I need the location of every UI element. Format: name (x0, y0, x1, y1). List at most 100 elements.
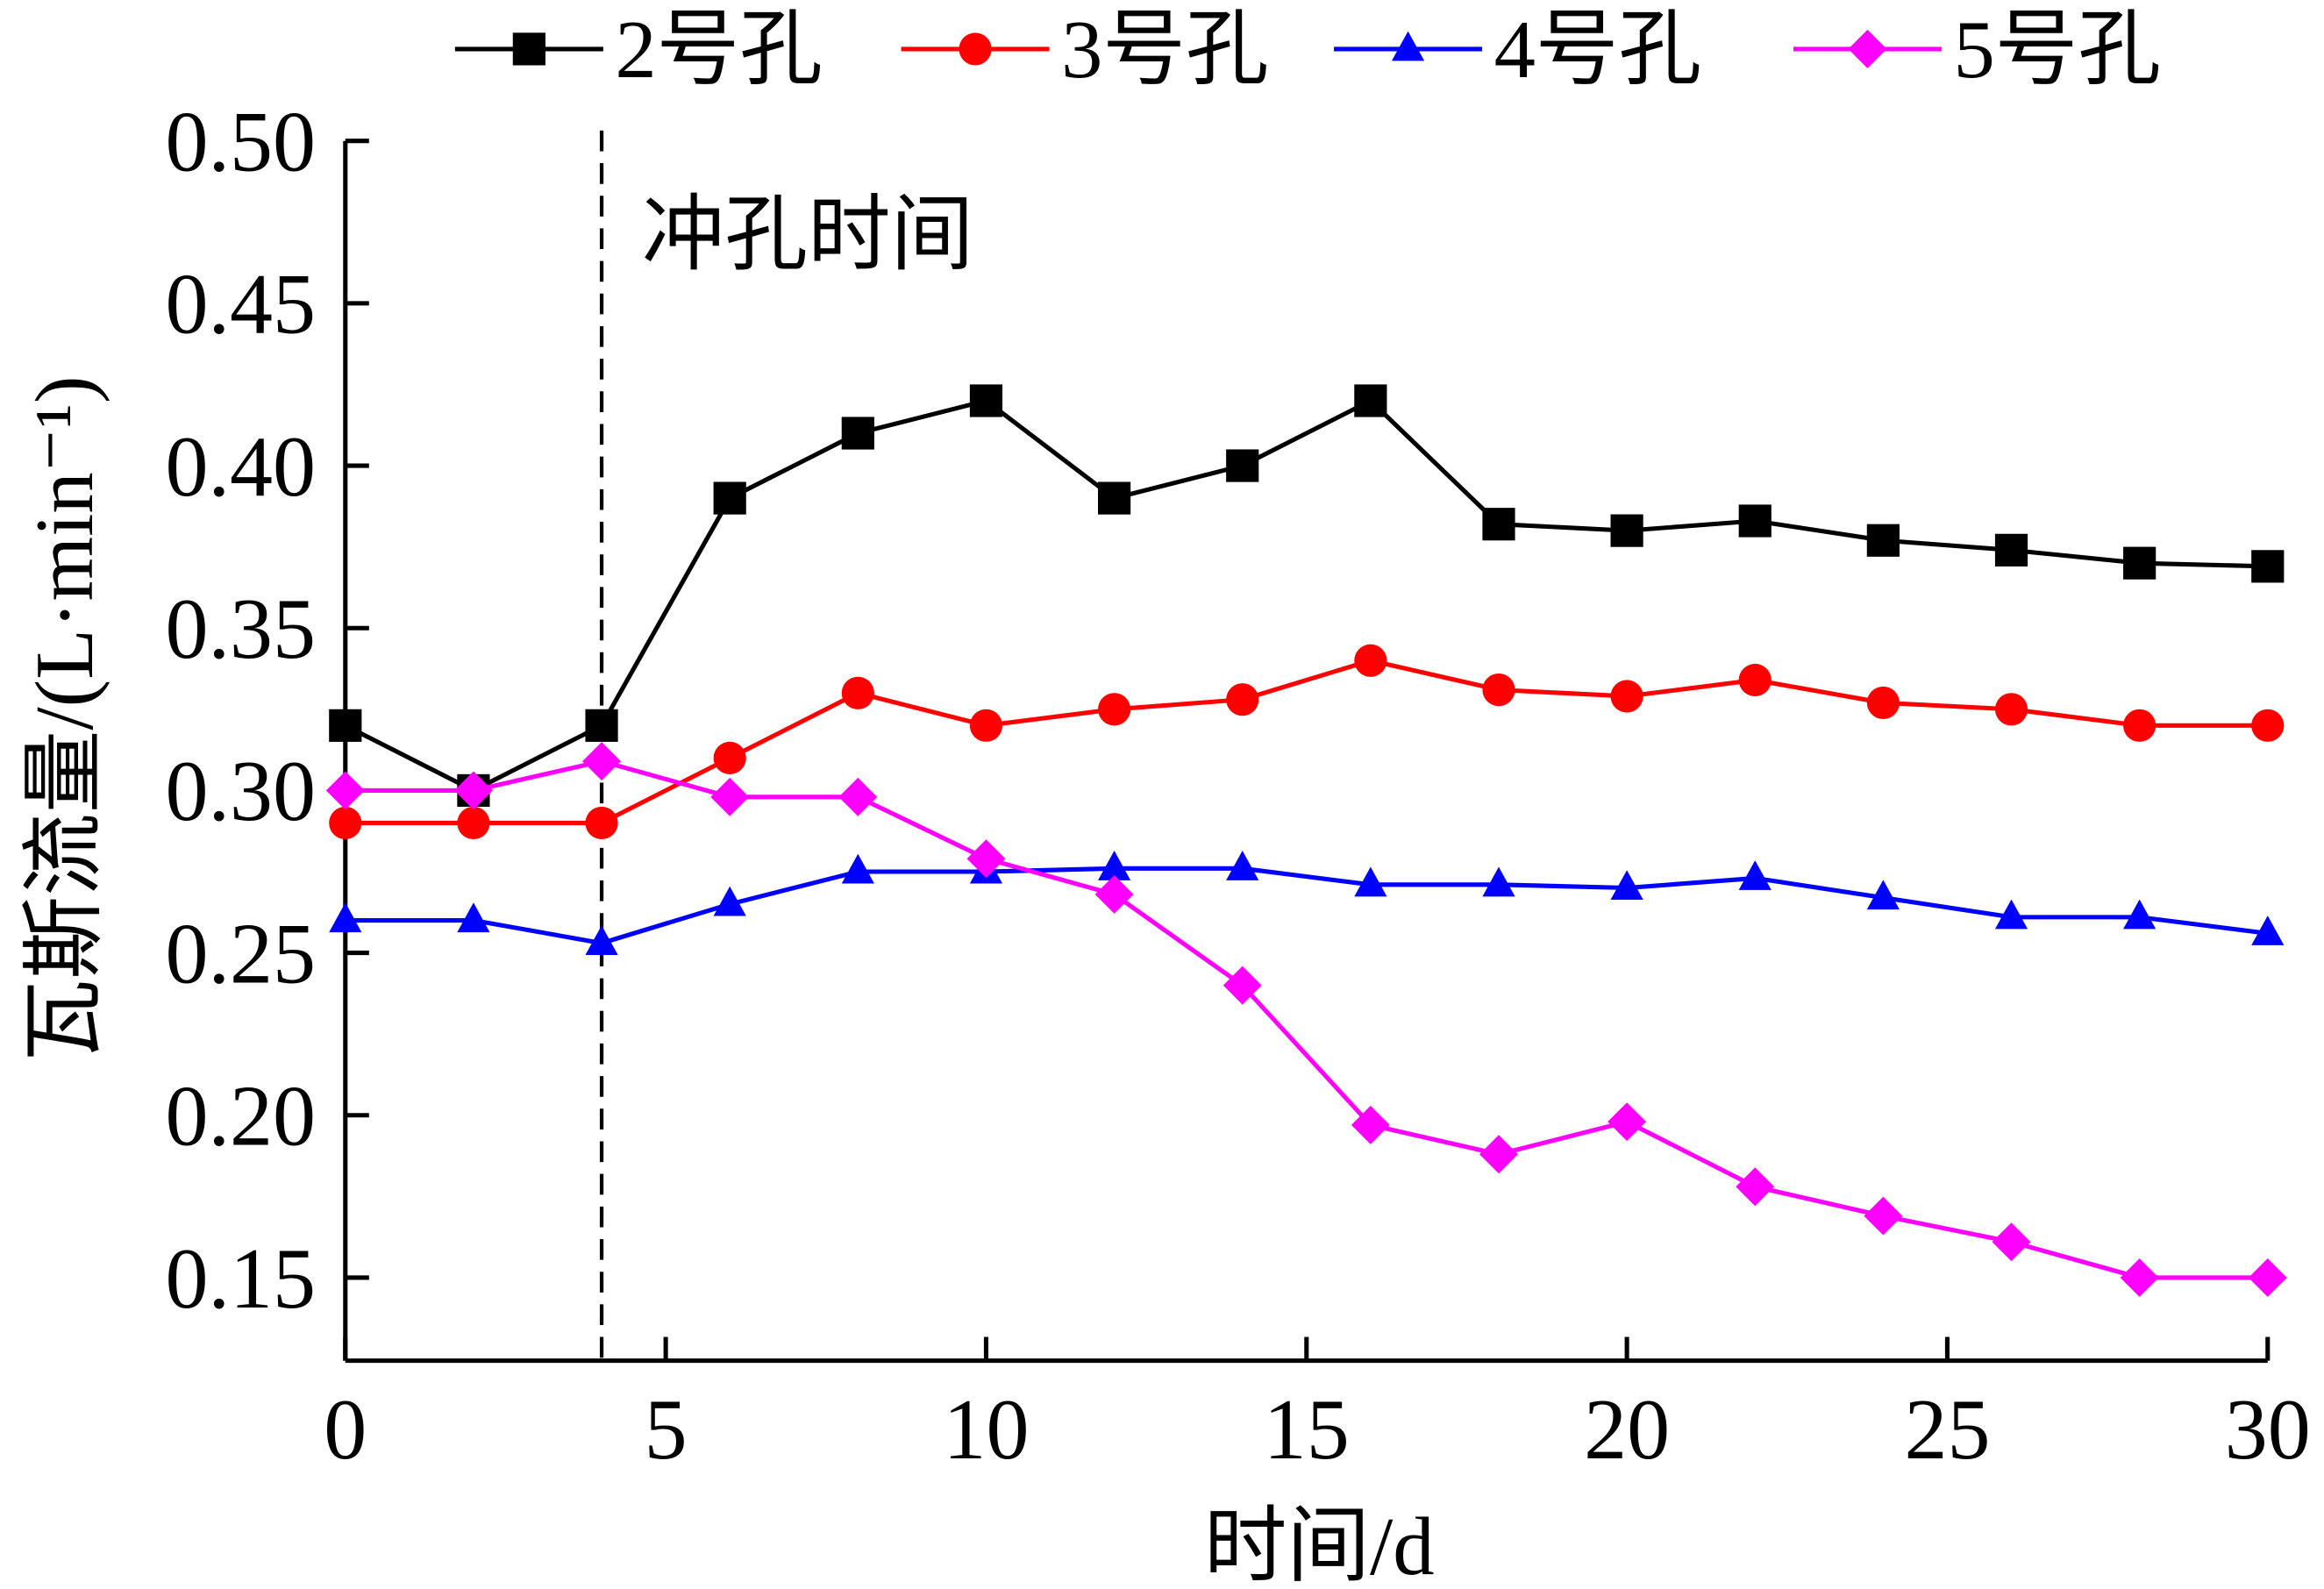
data-point-diamond (2120, 1258, 2159, 1297)
data-point-diamond (1736, 1167, 1775, 1207)
series-line (344, 397, 2268, 794)
data-point-circle (2123, 709, 2156, 742)
data-point-square (1097, 481, 1131, 515)
y-axis-label: 瓦斯流量/(L·min⁻¹) (19, 375, 110, 1062)
data-point-circle (1866, 686, 1900, 720)
x-tick-label: 0 (324, 1383, 367, 1478)
data-point-triangle (1391, 31, 1425, 61)
data-point-square (1738, 504, 1772, 538)
data-point-square (1866, 524, 1900, 557)
data-point-triangle (1354, 866, 1387, 897)
axes: 0.15 0.20 0.25 0.30 0.35 0.40 0.45 0.50 0 5 10 15 20… (165, 95, 2310, 1478)
data-point-circle (457, 806, 490, 840)
legend-item: 3号孔 (901, 4, 1269, 96)
legend-label: 4号孔 (1494, 4, 1702, 96)
data-point-circle (713, 741, 746, 774)
data-point-diamond (325, 771, 365, 810)
data-point-square (2123, 546, 2156, 580)
x-tick-label: 30 (2225, 1383, 2311, 1478)
data-point-circle (841, 676, 874, 709)
data-point-triangle (1226, 851, 1259, 880)
series-2号孔 (329, 384, 2285, 808)
data-point-triangle (585, 925, 618, 956)
data-point-diamond (1094, 874, 1134, 914)
data-point-diamond (453, 771, 493, 810)
data-point-triangle (1482, 866, 1515, 897)
series-group (325, 384, 2287, 1297)
data-point-triangle (1097, 851, 1131, 880)
data-point-square (1994, 533, 2028, 566)
series-line (345, 759, 2268, 1280)
y-tick-label: 0.15 (165, 1232, 316, 1327)
legend: 2号孔 3号孔 4号孔 5号孔 (454, 4, 2161, 96)
data-point-diamond (838, 777, 878, 816)
data-point-triangle (1610, 870, 1643, 901)
x-tick-label: 20 (1584, 1383, 1670, 1478)
data-point-square (329, 709, 362, 742)
data-point-diamond (966, 839, 1006, 879)
legend-item: 4号孔 (1334, 4, 1701, 96)
x-tick-label: 10 (943, 1383, 1029, 1478)
data-point-triangle (329, 902, 362, 933)
data-point-circle (959, 32, 992, 66)
data-point-triangle (2251, 916, 2285, 945)
y-tick-label: 0.40 (165, 420, 316, 515)
data-point-circle (1738, 663, 1772, 697)
data-point-square (1610, 514, 1643, 547)
x-axis-label: 时间/d (1204, 1501, 1435, 1589)
data-point-diamond (710, 777, 750, 816)
series-line (345, 866, 2269, 946)
data-point-circle (1994, 693, 2028, 726)
legend-label: 3号孔 (1061, 4, 1269, 96)
x-tick-label: 25 (1904, 1383, 1990, 1478)
data-point-square (1226, 449, 1259, 482)
series-3号孔 (329, 644, 2285, 840)
data-point-circle (1354, 644, 1387, 677)
data-point-triangle (2123, 899, 2156, 930)
data-point-circle (1610, 680, 1643, 713)
data-point-circle (585, 806, 618, 840)
y-tick-label: 0.35 (165, 582, 316, 677)
data-point-diamond (582, 742, 622, 781)
legend-label: 2号孔 (615, 4, 823, 96)
data-point-square (841, 417, 874, 450)
data-point-circle (1226, 683, 1259, 716)
data-point-diamond (1848, 29, 1887, 68)
x-tick-label: 15 (1264, 1383, 1350, 1478)
data-point-triangle (1866, 880, 1900, 910)
data-point-diamond (1479, 1135, 1518, 1174)
data-point-circle (969, 709, 1003, 742)
data-point-diamond (1992, 1222, 2031, 1262)
series-line (345, 658, 2268, 825)
data-point-square (585, 709, 618, 742)
data-point-triangle (1994, 899, 2028, 930)
legend-item: 5号孔 (1793, 4, 2161, 96)
data-point-triangle (841, 853, 874, 884)
series-5号孔 (325, 742, 2287, 1297)
data-point-circle (2251, 709, 2285, 742)
series-4号孔 (329, 851, 2285, 956)
y-tick-label: 0.25 (165, 907, 316, 1001)
data-point-triangle (1738, 860, 1772, 890)
data-point-diamond (1223, 966, 1262, 1005)
data-point-circle (1482, 673, 1515, 707)
data-point-square (512, 32, 545, 66)
data-point-square (2251, 550, 2285, 583)
data-point-triangle (457, 902, 490, 933)
data-point-diamond (1608, 1102, 1647, 1142)
data-point-circle (329, 806, 362, 840)
data-point-triangle (713, 886, 746, 916)
flush-time-annotation: 冲孔时间 (642, 189, 974, 281)
y-tick-label: 0.50 (165, 95, 316, 189)
legend-label: 5号孔 (1953, 4, 2161, 96)
y-tick-label: 0.20 (165, 1070, 316, 1165)
data-point-square (1482, 508, 1515, 541)
data-point-square (713, 481, 746, 515)
data-point-diamond (1351, 1105, 1390, 1144)
x-tick-label: 5 (645, 1383, 688, 1478)
y-tick-label: 0.30 (165, 745, 316, 839)
data-point-diamond (1864, 1196, 1903, 1236)
data-point-square (969, 384, 1003, 417)
